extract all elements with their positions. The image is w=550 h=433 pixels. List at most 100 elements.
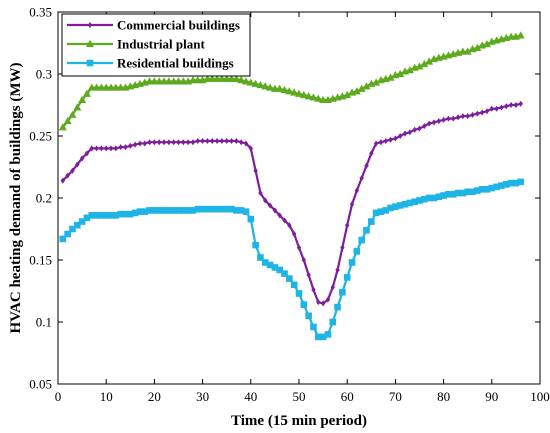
- data-point-commercial-buildings: [234, 137, 239, 144]
- data-point-commercial-buildings: [369, 150, 374, 157]
- y-tick-label: 0.2: [36, 191, 52, 206]
- data-point-commercial-buildings: [446, 115, 451, 122]
- data-point-commercial-buildings: [378, 139, 384, 146]
- legend-item-commercial-buildings: Commercial buildings: [67, 18, 240, 33]
- data-point-industrial-plant: [275, 84, 284, 92]
- data-point-industrial-plant: [396, 69, 405, 77]
- data-point-commercial-buildings: [383, 137, 388, 144]
- data-point-residential-buildings: [502, 181, 510, 188]
- data-point-commercial-buildings: [499, 104, 504, 111]
- data-point-residential-buildings: [459, 189, 467, 197]
- data-point-commercial-buildings: [267, 202, 273, 209]
- data-point-commercial-buildings: [451, 115, 456, 122]
- data-point-residential-buildings: [59, 235, 67, 243]
- data-point-industrial-plant: [420, 59, 429, 68]
- x-tick-label: 60: [341, 389, 354, 404]
- data-point-commercial-buildings: [325, 296, 331, 303]
- data-point-residential-buildings: [406, 199, 414, 207]
- legend-item-industrial-plant: Industrial plant: [67, 37, 205, 52]
- data-point-industrial-plant: [261, 82, 270, 90]
- data-point-industrial-plant: [251, 79, 260, 87]
- data-point-residential-buildings: [261, 259, 269, 266]
- data-point-residential-buildings: [372, 209, 380, 217]
- x-tick-label: 20: [148, 389, 161, 404]
- legend-label: Commercial buildings: [117, 18, 240, 33]
- data-point-commercial-buildings: [475, 110, 480, 117]
- data-point-commercial-buildings: [108, 145, 114, 152]
- data-point-commercial-buildings: [157, 139, 162, 146]
- data-point-commercial-buildings: [75, 161, 80, 168]
- data-point-commercial-buildings: [94, 145, 99, 152]
- data-point-residential-buildings: [343, 274, 351, 281]
- data-point-residential-buildings: [151, 207, 158, 214]
- data-point-residential-buildings: [300, 301, 308, 308]
- data-point-residential-buildings: [314, 333, 322, 341]
- data-point-residential-buildings: [247, 215, 255, 223]
- x-tick-label: 0: [55, 389, 62, 404]
- data-point-residential-buildings: [382, 207, 390, 214]
- data-point-residential-buildings: [237, 207, 245, 214]
- data-point-commercial-buildings: [176, 139, 181, 146]
- data-point-commercial-buildings: [518, 100, 523, 107]
- data-point-residential-buildings: [184, 207, 192, 214]
- data-point-residential-buildings: [454, 189, 462, 197]
- data-point-residential-buildings: [507, 179, 515, 187]
- data-point-residential-buildings: [319, 333, 327, 341]
- data-point-residential-buildings: [199, 205, 206, 213]
- data-point-residential-buildings: [483, 186, 491, 193]
- data-point-industrial-plant: [357, 84, 366, 92]
- data-point-residential-buildings: [435, 193, 443, 201]
- data-point-commercial-buildings: [190, 139, 196, 146]
- data-point-commercial-buildings: [248, 145, 253, 152]
- data-point-residential-buildings: [98, 212, 105, 219]
- data-point-commercial-buildings: [84, 150, 90, 157]
- data-point-commercial-buildings: [345, 222, 350, 229]
- data-point-residential-buildings: [445, 190, 452, 198]
- data-point-industrial-plant: [516, 31, 525, 39]
- data-point-industrial-plant: [309, 93, 318, 101]
- legend-label: Industrial plant: [117, 37, 205, 52]
- data-point-residential-buildings: [131, 209, 139, 217]
- data-point-residential-buildings: [286, 275, 293, 282]
- data-point-residential-buildings: [170, 207, 177, 214]
- data-point-residential-buildings: [396, 202, 404, 209]
- data-point-commercial-buildings: [316, 299, 321, 306]
- data-point-residential-buildings: [493, 183, 500, 191]
- data-point-commercial-buildings: [398, 133, 403, 139]
- data-point-residential-buildings: [228, 205, 235, 213]
- data-point-industrial-plant: [343, 90, 352, 99]
- data-point-residential-buildings: [218, 205, 226, 213]
- data-point-residential-buildings: [517, 178, 525, 186]
- series-industrial-plant: [58, 31, 525, 131]
- data-point-residential-buildings: [348, 259, 356, 266]
- data-point-residential-buildings: [112, 212, 120, 219]
- data-point-residential-buildings: [377, 208, 385, 215]
- data-point-commercial-buildings: [60, 177, 66, 184]
- data-point-residential-buildings: [69, 225, 76, 233]
- data-point-residential-buildings: [295, 290, 303, 297]
- data-point-industrial-plant: [362, 82, 371, 90]
- x-tick-label: 100: [530, 389, 550, 404]
- data-point-commercial-buildings: [426, 120, 432, 127]
- data-point-industrial-plant: [73, 103, 82, 111]
- data-point-residential-buildings: [204, 205, 211, 213]
- data-point-residential-buildings: [464, 188, 471, 196]
- data-point-commercial-buildings: [320, 300, 326, 307]
- data-point-residential-buildings: [411, 198, 418, 206]
- data-point-commercial-buildings: [214, 137, 220, 144]
- data-point-residential-buildings: [392, 203, 399, 210]
- data-point-commercial-buildings: [364, 162, 369, 169]
- data-point-industrial-plant: [299, 90, 308, 99]
- data-point-commercial-buildings: [306, 271, 311, 278]
- data-point-residential-buildings: [363, 226, 370, 234]
- data-point-industrial-plant: [237, 76, 246, 84]
- data-point-residential-buildings: [469, 188, 476, 196]
- data-point-commercial-buildings: [79, 155, 85, 162]
- y-tick-label: 0.05: [29, 377, 52, 392]
- data-point-commercial-buildings: [152, 139, 157, 146]
- data-point-residential-buildings: [488, 184, 496, 192]
- data-point-commercial-buildings: [460, 113, 466, 120]
- data-point-industrial-plant: [58, 123, 67, 131]
- data-point-commercial-buildings: [210, 137, 215, 144]
- data-point-commercial-buildings: [219, 137, 225, 144]
